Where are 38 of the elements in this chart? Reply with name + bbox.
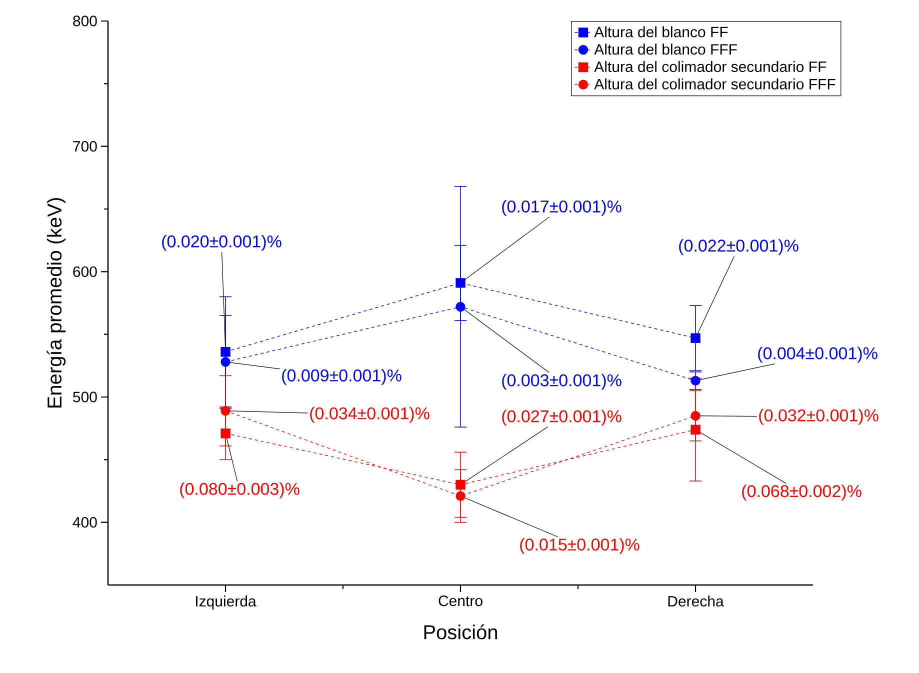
y-tick-label: 500 [73, 392, 97, 402]
legend-label: Altura del colimador secundario FFF [594, 78, 836, 90]
y-tick-label: 800 [73, 16, 97, 26]
point [690, 410, 700, 421]
x-tick-label: Izquierda [196, 596, 256, 610]
y-tick-label: 700 [73, 141, 97, 152]
point [220, 347, 230, 357]
x-tick-label: Centro [438, 596, 482, 606]
y-axis-title: Energía promedio (keV) [46, 198, 66, 408]
annotation: (0.020±0.001)% [162, 234, 282, 251]
point [220, 406, 230, 416]
x-tick-label: Derecha [668, 596, 724, 607]
annotation: (0.032±0.001)% [759, 408, 878, 425]
annotation: (0.022±0.001)% [679, 239, 798, 256]
legend-label: Altura del colimador secundario FF [594, 61, 826, 72]
point [220, 357, 230, 367]
y-tick-label: 400 [72, 517, 97, 528]
annotation: (0.068±0.002)% [742, 484, 862, 500]
x-axis-title: Posición [424, 624, 497, 640]
y-tick-label: 600 [73, 266, 97, 277]
point [220, 428, 230, 438]
annotation: (0.015±0.001)% [520, 538, 640, 554]
point [690, 333, 700, 343]
point [456, 278, 466, 288]
annotation: (0.017±0.001)% [502, 200, 622, 216]
legend-label: Altura del blanco FF [594, 26, 728, 38]
annotation: (0.003±0.001)% [502, 374, 622, 390]
point [456, 302, 466, 312]
annotation: (0.027±0.001)% [502, 410, 622, 426]
point [456, 480, 466, 490]
point [690, 376, 700, 386]
annotation: (0.004±0.001)% [758, 346, 878, 363]
point [456, 491, 466, 501]
legend-label: Altura del blanco FFF [594, 44, 737, 55]
annotation: (0.009±0.001)% [282, 368, 402, 385]
annotation: (0.034±0.001)% [310, 406, 430, 423]
point [690, 424, 700, 434]
annotation: (0.080±0.003)% [180, 482, 300, 498]
